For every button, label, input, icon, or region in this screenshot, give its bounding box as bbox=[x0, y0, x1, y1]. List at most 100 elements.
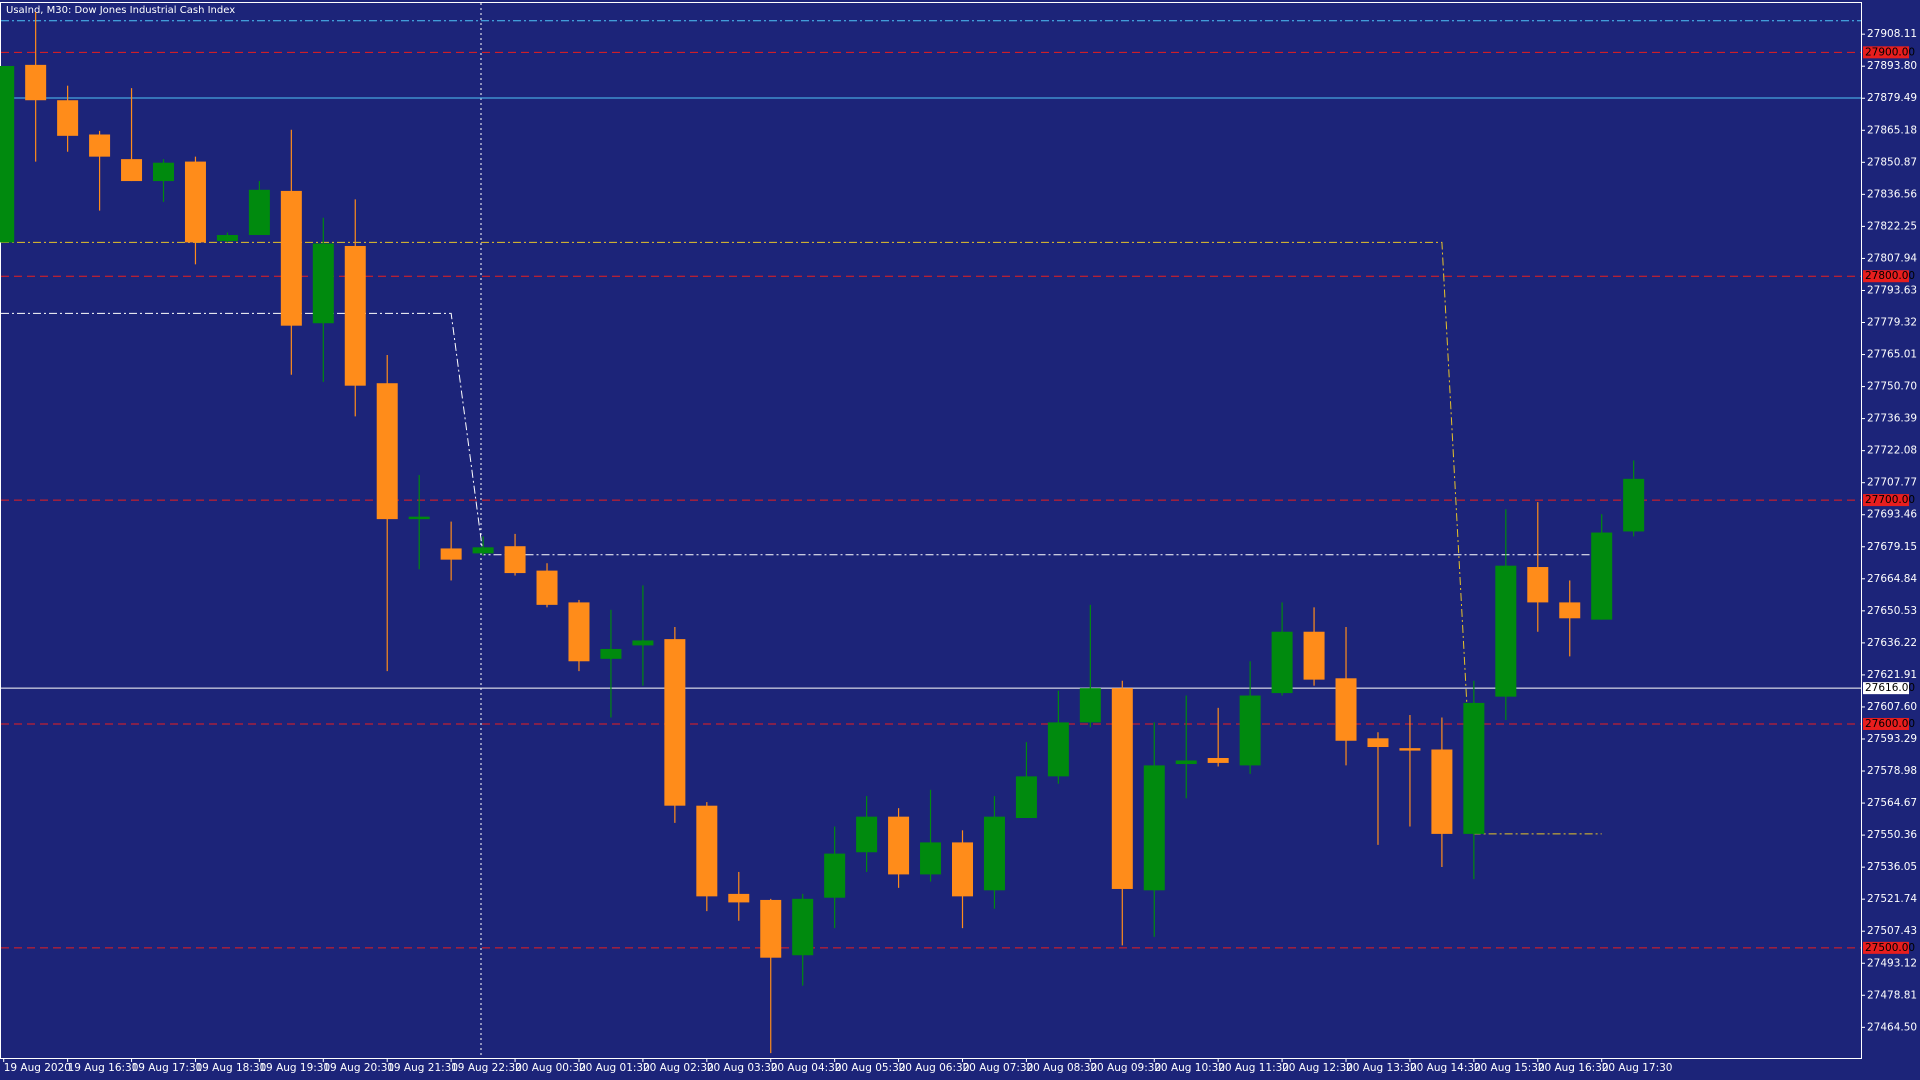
y-tick-label: 27807.94 bbox=[1867, 252, 1917, 264]
candle-body bbox=[0, 65, 15, 243]
y-tick-label: 27493.12 bbox=[1867, 957, 1917, 969]
price-level-label: 27900.00 bbox=[1865, 46, 1915, 58]
x-tick-label: 20 Aug 06:30 bbox=[899, 1062, 970, 1074]
price-level-label: 27500.00 bbox=[1865, 942, 1915, 954]
x-tick-label: 20 Aug 10:30 bbox=[1154, 1062, 1225, 1074]
candle-body bbox=[248, 189, 270, 236]
price-level-box bbox=[1863, 46, 1909, 59]
x-tick-label: 19 Aug 16:30 bbox=[68, 1062, 139, 1074]
price-level-label: 27600.00 bbox=[1865, 718, 1915, 730]
x-tick-label: 20 Aug 00:30 bbox=[515, 1062, 586, 1074]
price-level-box bbox=[1863, 717, 1909, 730]
x-tick-label: 20 Aug 13:30 bbox=[1346, 1062, 1417, 1074]
candle-body bbox=[1239, 695, 1261, 766]
y-tick-label: 27664.84 bbox=[1867, 573, 1917, 585]
indicator-line bbox=[1, 312, 1602, 556]
y-tick-label: 27578.98 bbox=[1867, 765, 1917, 777]
candle-body bbox=[184, 161, 206, 243]
y-tick-label: 27707.77 bbox=[1867, 477, 1917, 489]
candle-body bbox=[504, 546, 526, 574]
x-tick-label: 20 Aug 11:30 bbox=[1218, 1062, 1289, 1074]
x-tick-label: 20 Aug 12:30 bbox=[1282, 1062, 1353, 1074]
candle-body bbox=[1431, 749, 1453, 834]
y-tick-label: 27779.32 bbox=[1867, 317, 1917, 329]
x-tick-label: 19 Aug 22:30 bbox=[451, 1062, 522, 1074]
candle-body bbox=[760, 899, 782, 958]
x-tick-label: 19 Aug 2020 bbox=[4, 1062, 71, 1074]
candle-body bbox=[376, 383, 398, 520]
candle-body bbox=[1367, 738, 1389, 748]
price-level-label: 27700.00 bbox=[1865, 494, 1915, 506]
candle-body bbox=[89, 134, 111, 157]
price-level-box bbox=[1863, 494, 1909, 507]
candle-body bbox=[344, 245, 366, 386]
candle-body bbox=[312, 243, 334, 324]
candle-body bbox=[25, 64, 47, 101]
candle-body bbox=[1111, 688, 1133, 889]
price-level-box bbox=[1863, 941, 1909, 954]
candle-body bbox=[57, 100, 79, 136]
candle-body bbox=[1527, 567, 1549, 603]
y-tick-label: 27893.80 bbox=[1867, 60, 1917, 72]
y-tick-label: 27607.60 bbox=[1867, 701, 1917, 713]
x-tick-label: 19 Aug 21:30 bbox=[387, 1062, 458, 1074]
y-tick-label: 27908.11 bbox=[1867, 28, 1917, 40]
plot-frame bbox=[0, 2, 1862, 1059]
x-tick-label: 20 Aug 15:30 bbox=[1474, 1062, 1545, 1074]
candle-body bbox=[696, 805, 718, 897]
candle-body bbox=[632, 640, 654, 646]
candle-body bbox=[952, 842, 973, 897]
x-tick-label: 20 Aug 17:30 bbox=[1602, 1062, 1673, 1074]
candle-body bbox=[792, 898, 814, 956]
y-tick-label: 27636.22 bbox=[1867, 637, 1917, 649]
candle-body bbox=[920, 842, 942, 875]
y-tick-label: 27865.18 bbox=[1867, 124, 1917, 136]
price-level-label: 27800.00 bbox=[1865, 270, 1915, 282]
x-tick-label: 19 Aug 17:30 bbox=[132, 1062, 203, 1074]
x-tick-label: 20 Aug 05:30 bbox=[835, 1062, 906, 1074]
candle-body bbox=[153, 162, 174, 182]
candle-body bbox=[1399, 748, 1421, 751]
candle-body bbox=[1335, 678, 1357, 741]
y-tick-label: 27722.08 bbox=[1867, 445, 1917, 457]
candle-body bbox=[1047, 722, 1069, 777]
candle-body bbox=[472, 547, 494, 554]
candle-body bbox=[600, 648, 622, 659]
price-level-box bbox=[1863, 682, 1909, 695]
x-tick-label: 20 Aug 16:30 bbox=[1538, 1062, 1609, 1074]
candle-body bbox=[888, 816, 910, 875]
y-tick-label: 27550.36 bbox=[1867, 829, 1917, 841]
x-tick-label: 20 Aug 14:30 bbox=[1410, 1062, 1481, 1074]
y-tick-label: 27836.56 bbox=[1867, 188, 1917, 200]
candle-body bbox=[1143, 765, 1165, 891]
chart-title: UsaInd, M30: Dow Jones Industrial Cash I… bbox=[6, 5, 235, 16]
y-tick-label: 27564.67 bbox=[1867, 797, 1917, 809]
x-tick-label: 20 Aug 07:30 bbox=[963, 1062, 1034, 1074]
y-tick-label: 27507.43 bbox=[1867, 925, 1917, 937]
y-tick-label: 27593.29 bbox=[1867, 733, 1917, 745]
candle-body bbox=[1623, 478, 1645, 532]
x-tick-label: 20 Aug 09:30 bbox=[1090, 1062, 1161, 1074]
y-tick-label: 27464.50 bbox=[1867, 1021, 1917, 1033]
x-tick-label: 19 Aug 18:30 bbox=[195, 1062, 266, 1074]
x-tick-label: 20 Aug 02:30 bbox=[643, 1062, 714, 1074]
candle-body bbox=[664, 639, 686, 806]
candle-body bbox=[1591, 532, 1613, 620]
candle-body bbox=[536, 570, 558, 605]
candle-body bbox=[824, 853, 846, 898]
y-tick-label: 27822.25 bbox=[1867, 220, 1917, 232]
x-tick-label: 19 Aug 19:30 bbox=[259, 1062, 330, 1074]
candle-body bbox=[1463, 702, 1485, 834]
candle-body bbox=[280, 190, 302, 326]
price-level-box bbox=[1863, 270, 1909, 283]
candle-body bbox=[1015, 776, 1037, 818]
y-tick-label: 27765.01 bbox=[1867, 349, 1917, 361]
y-tick-label: 27793.63 bbox=[1867, 284, 1917, 296]
candle-body bbox=[1303, 631, 1325, 680]
candle-body bbox=[440, 548, 462, 560]
candle-body bbox=[1207, 757, 1229, 763]
candle-body bbox=[1175, 760, 1197, 765]
candle-body bbox=[983, 816, 1005, 891]
